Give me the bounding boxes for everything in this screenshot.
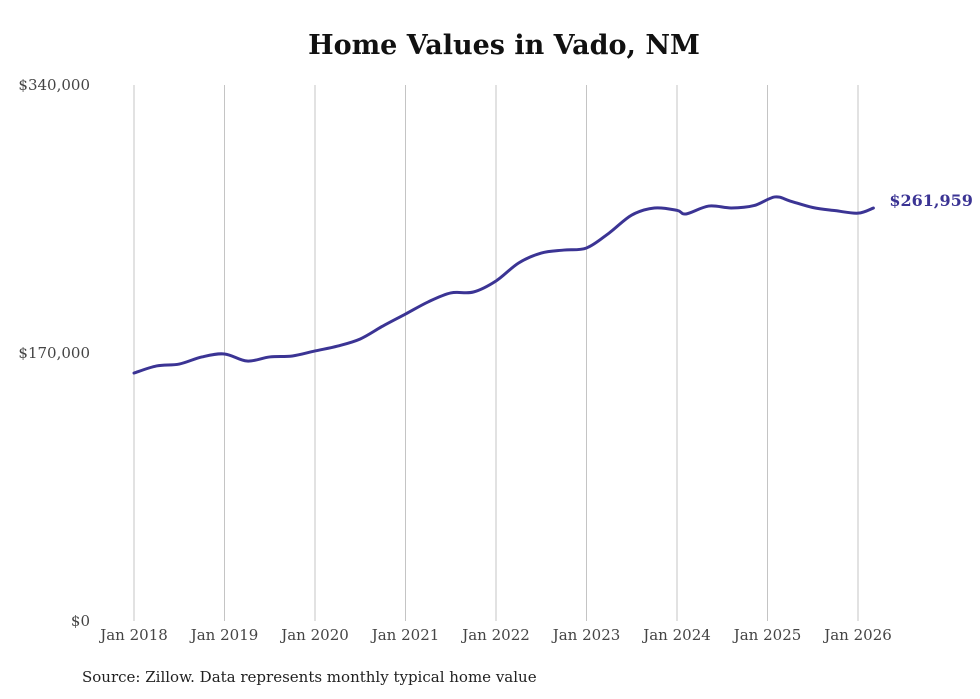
series-line: [132, 195, 875, 375]
x-tick-label: Jan 2021: [370, 626, 440, 644]
x-tick-label: Jan 2026: [822, 626, 892, 644]
y-tick-label: $340,000: [18, 76, 90, 94]
x-tick-label: Jan 2024: [641, 626, 711, 644]
x-tick-label: Jan 2025: [732, 626, 802, 644]
y-tick-label: $170,000: [18, 344, 90, 362]
end-value-label: $261,959: [889, 191, 973, 210]
x-tick-label: Jan 2018: [98, 626, 168, 644]
chart-title: Home Values in Vado, NM: [308, 30, 700, 61]
x-tick-label: Jan 2023: [551, 626, 621, 644]
y-tick-label: $0: [71, 612, 90, 630]
x-tick-label: Jan 2022: [460, 626, 530, 644]
x-tick-label: Jan 2020: [279, 626, 349, 644]
source-note: Source: Zillow. Data represents monthly …: [82, 668, 537, 686]
x-tick-label: Jan 2019: [189, 626, 259, 644]
